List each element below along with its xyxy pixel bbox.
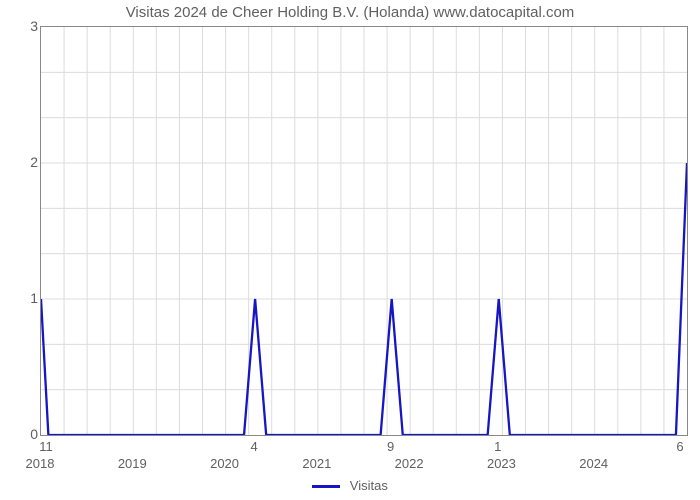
x-value-label: 11 — [39, 439, 53, 454]
x-year-label: 2018 — [26, 456, 55, 471]
x-year-label: 2020 — [210, 456, 239, 471]
legend-swatch — [312, 485, 340, 488]
y-tick-label: 1 — [8, 290, 38, 306]
x-year-label: 2021 — [302, 456, 331, 471]
legend: Visitas — [0, 478, 700, 493]
y-tick-label: 0 — [8, 426, 38, 442]
y-tick-label: 3 — [8, 18, 38, 34]
plot-svg — [41, 27, 687, 435]
x-year-label: 2019 — [118, 456, 147, 471]
plot-area — [40, 26, 688, 436]
x-value-label: 9 — [387, 439, 394, 454]
x-year-label: 2022 — [395, 456, 424, 471]
x-year-label: 2024 — [579, 456, 608, 471]
x-value-label: 4 — [250, 439, 257, 454]
x-value-label: 6 — [676, 439, 683, 454]
x-year-label: 2023 — [487, 456, 516, 471]
chart-container: Visitas 2024 de Cheer Holding B.V. (Hola… — [0, 0, 700, 500]
y-tick-label: 2 — [8, 154, 38, 170]
chart-title: Visitas 2024 de Cheer Holding B.V. (Hola… — [0, 4, 700, 21]
legend-label: Visitas — [350, 478, 388, 493]
x-value-label: 1 — [494, 439, 501, 454]
